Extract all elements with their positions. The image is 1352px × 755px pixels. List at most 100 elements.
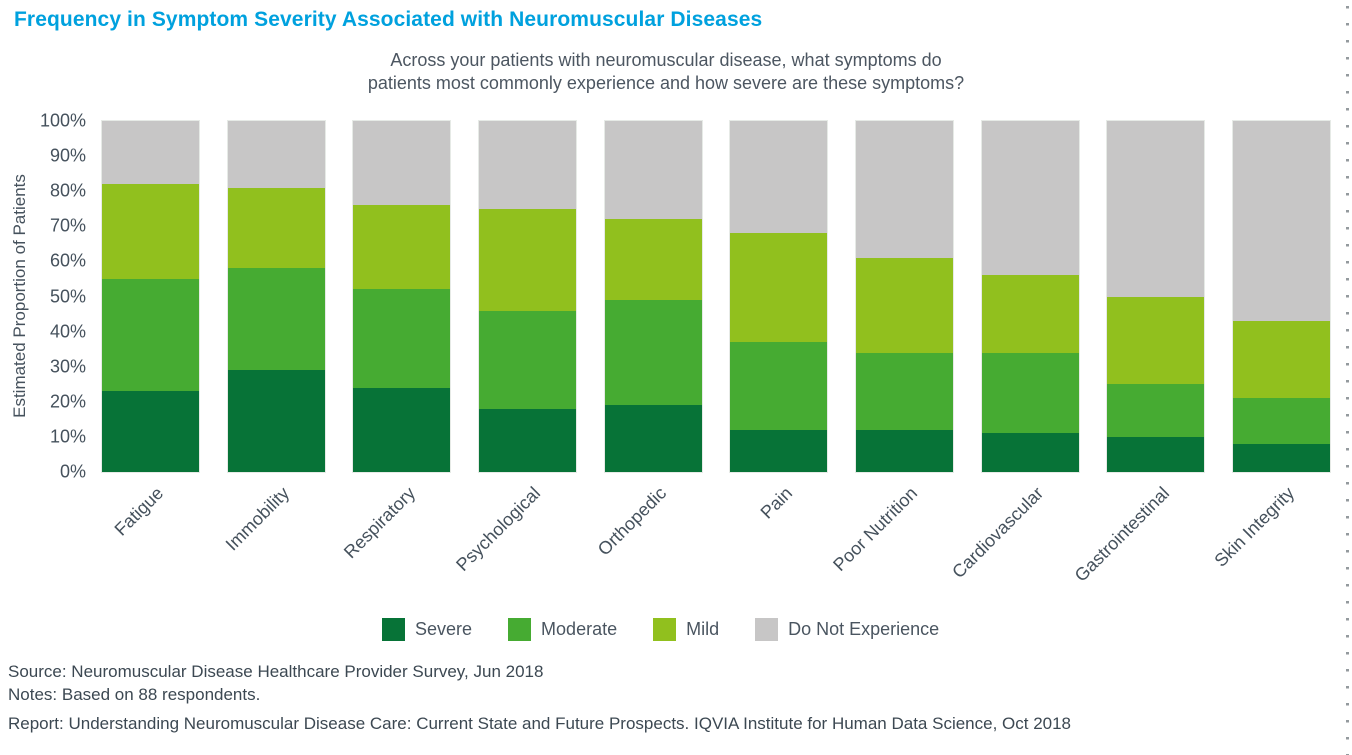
bar-segment-mild [1232,321,1330,399]
y-tick-label: 60% [49,250,86,271]
legend-label: Severe [415,619,473,639]
x-axis-label-immobility: Immobility [221,483,294,555]
y-tick-label: 70% [49,215,86,236]
bar-segment-do-not-experience [353,121,451,206]
bar-segment-moderate [478,310,576,409]
bar-segment-mild [855,257,953,353]
stacked-bar-orthopedic [603,120,703,473]
bar-segment-severe [730,429,828,472]
chart-subtitle-line-2: patients most commonly experience and ho… [367,73,965,93]
bar-segment-do-not-experience [1107,121,1205,297]
bar-segment-severe [1232,443,1330,472]
y-tick-label: 20% [49,391,86,412]
x-axis-label-orthopedic: Orthopedic [593,483,671,560]
y-tick-label: 30% [49,356,86,377]
bar-segment-mild [353,205,451,290]
bar-segment-moderate [353,289,451,388]
y-tick-label: 100% [39,110,86,131]
bar-segment-moderate [730,342,828,430]
legend-swatch-icon [755,618,779,641]
stacked-bar-poor-nutrition [854,120,954,473]
bar-segment-moderate [102,278,199,392]
stacked-bar-cardiovascular [980,120,1080,473]
legend-swatch-icon [508,618,532,641]
bar-segment-do-not-experience [730,121,828,234]
stacked-bar-immobility [226,120,326,473]
legend-label: Moderate [541,619,618,639]
bar-segment-severe [1107,436,1205,472]
stacked-bar-pain [729,120,829,473]
bar-column-psychological: Psychological [453,120,577,575]
bar-segment-mild [478,208,576,311]
bar-segment-severe [353,387,451,472]
x-axis-label-skin-integrity: Skin Integrity [1210,483,1299,571]
stacked-bar-gastrointestinal [1106,120,1206,473]
legend-item-moderate: Moderate [508,618,617,641]
stacked-bar-skin-integrity [1231,120,1331,473]
y-tick-label: 0% [59,461,86,482]
bar-column-orthopedic: Orthopedic [594,120,703,559]
x-axis-label-psychological: Psychological [452,483,545,575]
bar-segment-moderate [981,352,1079,434]
chart-title: Frequency in Symptom Severity Associated… [14,8,763,31]
bar-segment-do-not-experience [227,121,325,188]
stacked-bar-psychological [477,120,577,473]
y-tick-label: 40% [49,321,86,342]
legend-swatch-icon [653,618,677,641]
x-axis-label-cardiovascular: Cardiovascular [948,483,1048,583]
y-axis-ticks: 0% 10% 20% 30% 40% 50% 60% 70% 80% 90% 100% [0,111,86,482]
bar-segment-mild [730,233,828,343]
legend-item-mild: Mild [653,618,719,641]
y-tick-label: 80% [49,180,86,201]
x-axis-label-respiratory: Respiratory [339,483,419,563]
bar-segment-do-not-experience [855,121,953,258]
legend: Severe Moderate Mild Do Not Experience [382,618,939,641]
bar-segment-moderate [604,299,702,406]
plot-area: Fatigue Immobility Respiratory Psychologica… [96,120,1336,586]
stacked-bar-respiratory [352,120,452,473]
chart-subtitle-line-1: Across your patients with neuromuscular … [390,50,942,70]
chart-subtitle: Across your patients with neuromuscular … [0,49,1332,95]
bar-segment-do-not-experience [981,121,1079,276]
x-axis-label-gastrointestinal: Gastrointestinal [1070,483,1173,586]
legend-item-do-not-experience: Do Not Experience [755,618,939,641]
bar-segment-severe [227,370,325,472]
legend-label: Do Not Experience [788,619,940,639]
bar-column-immobility: Immobility [222,120,326,554]
bar-segment-mild [1107,296,1205,385]
bar-segment-do-not-experience [604,121,702,220]
bar-segment-moderate [1107,384,1205,437]
y-tick-label: 90% [49,145,86,166]
bar-segment-mild [102,184,199,279]
bar-segment-do-not-experience [478,121,576,209]
bar-segment-moderate [227,268,325,371]
x-axis-label-fatigue: Fatigue [111,483,168,540]
bar-segment-severe [478,408,576,472]
bar-segment-do-not-experience [1232,121,1330,322]
y-tick-label: 10% [49,426,86,447]
y-tick-label: 50% [49,286,86,306]
bar-column-pain: Pain [729,120,829,523]
bar-segment-do-not-experience [102,121,199,185]
bar-segment-mild [227,187,325,269]
x-axis-label-pain: Pain [756,483,796,523]
legend-swatch-icon [382,618,405,641]
bar-column-fatigue: Fatigue [101,120,200,540]
bar-column-cardiovascular: Cardiovascular [948,120,1080,582]
footer-notes: Notes: Based on 88 respondents. [8,685,261,704]
bar-segment-severe [855,429,953,472]
x-axis-label-poor-nutrition: Poor Nutrition [829,483,922,575]
footer-source: Source: Neuromuscular Disease Healthcare… [8,662,544,681]
bar-segment-moderate [1232,398,1330,444]
bar-segment-mild [604,219,702,300]
stacked-bar-fatigue [101,120,200,473]
bar-segment-severe [102,391,199,472]
legend-item-severe: Severe [382,618,472,641]
bar-segment-severe [604,405,702,472]
footer-report: Report: Understanding Neuromuscular Dise… [8,714,1072,733]
bar-column-poor-nutrition: Poor Nutrition [830,120,954,575]
right-dotted-border [1346,6,1349,755]
bar-column-respiratory: Respiratory [340,120,452,562]
legend-label: Mild [686,619,720,639]
